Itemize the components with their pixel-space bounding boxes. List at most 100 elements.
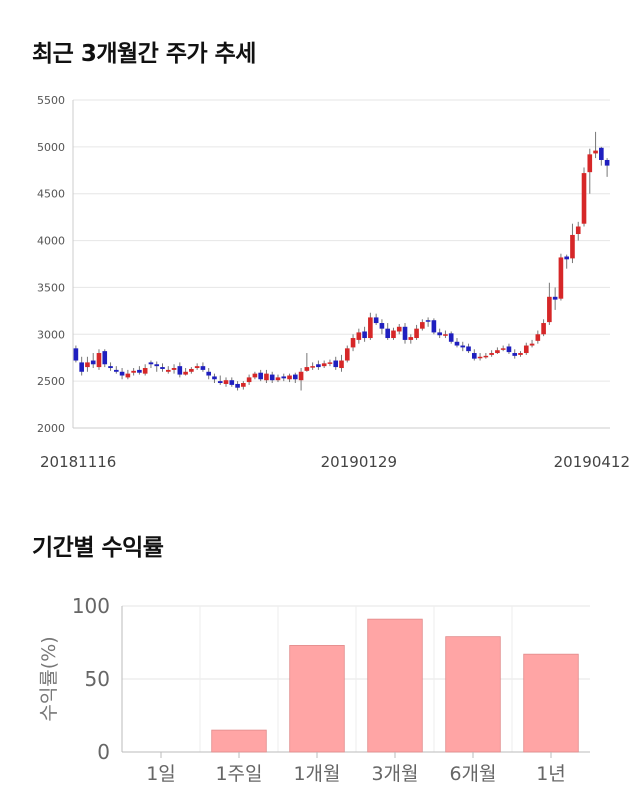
y-tick-label: 5500 (37, 94, 65, 107)
candle-body (333, 360, 339, 368)
return-bar (289, 645, 345, 753)
candle-body (148, 362, 154, 365)
candle-body (396, 326, 402, 332)
candle-body (177, 366, 183, 375)
candle-body (552, 296, 558, 300)
candle-body (304, 367, 310, 371)
candle-body (581, 173, 587, 224)
candle-body (564, 256, 570, 260)
candle-body (385, 328, 391, 339)
candle-body (523, 345, 529, 354)
candle-body (437, 332, 442, 336)
candle-body (593, 150, 598, 154)
candle-body (108, 366, 113, 369)
candle-body (356, 332, 362, 340)
candle-body (212, 376, 217, 380)
candle-body (321, 363, 327, 367)
candle-body (547, 296, 552, 323)
candle-body (379, 323, 385, 329)
candle-body (223, 380, 229, 384)
candle-body (269, 374, 275, 381)
candle-body (483, 355, 489, 358)
candle-body (506, 346, 512, 353)
candle-body (194, 366, 200, 369)
x-tick-label: 1개월 (293, 763, 340, 785)
candle-body (281, 376, 287, 379)
candle-body (414, 328, 419, 339)
candle-body (264, 373, 269, 381)
candle-body (275, 377, 281, 381)
candle-body (119, 371, 125, 376)
candle-body (495, 350, 500, 354)
candle-body (171, 368, 177, 370)
candle-body (287, 375, 292, 380)
candle-body (535, 334, 541, 341)
x-tick-label: 3개월 (371, 763, 418, 785)
x-tick-label: 1년 (536, 763, 566, 785)
candle-body (587, 154, 593, 173)
candle-body (235, 383, 240, 388)
candle-body (142, 368, 148, 374)
y-tick-label: 3500 (37, 281, 65, 294)
candle-body (368, 317, 373, 339)
candle-body (246, 377, 252, 383)
candle-body (402, 326, 408, 340)
candle-body (310, 366, 315, 368)
return-bar (445, 636, 501, 753)
candle-body (90, 360, 96, 365)
return-bar (367, 618, 423, 753)
candle-body (460, 345, 466, 348)
candle-body (604, 159, 610, 166)
candle-body (189, 368, 194, 372)
candle-body (431, 320, 437, 333)
candle-body (73, 348, 79, 361)
y-tick-label: 4000 (37, 235, 65, 248)
y-tick-label: 100 (72, 594, 110, 618)
candle-body (425, 320, 431, 322)
candle-body (217, 381, 223, 384)
y-tick-label: 2500 (37, 375, 65, 388)
candle-body (258, 372, 263, 380)
candle-body (420, 322, 425, 329)
candle-body (113, 369, 119, 372)
candle-body (350, 338, 356, 348)
candle-body (454, 341, 460, 346)
candle-body (575, 226, 581, 235)
candle-body (102, 351, 108, 365)
stock-candlestick-chart: 2000 2500 3000 3500 4000 4500 5000 5500 20181116… (37, 94, 630, 471)
candle-body (252, 373, 258, 378)
candle-body (316, 364, 321, 368)
candle-body (160, 367, 165, 369)
stock-trend-title: 최근 3개월간 주가 추세 (32, 41, 256, 67)
period-return-title: 기간별 수익률 (32, 535, 164, 561)
x-tick-label: 1주일 (215, 763, 262, 785)
y-axis-label: 수익률(%) (38, 636, 60, 721)
candle-body (448, 333, 454, 342)
candle-body (489, 353, 494, 355)
candle-body (518, 353, 523, 355)
candle-body (137, 369, 142, 373)
candle-body (443, 334, 448, 336)
candle-body (206, 371, 212, 376)
candle-body (85, 362, 90, 368)
candle-body (200, 366, 206, 370)
candle-body (541, 323, 546, 335)
candle-body (96, 353, 102, 368)
candle-body (339, 360, 344, 369)
candle-body (500, 348, 506, 350)
candle-body (512, 353, 518, 356)
x-tick-label: 20181116 (40, 453, 116, 471)
candle-body (408, 337, 414, 340)
x-tick-label: 20190129 (321, 453, 397, 471)
candle-body (241, 383, 246, 387)
candle-body (165, 369, 171, 372)
y-tick-label: 0 (97, 740, 110, 764)
candle-body (558, 257, 564, 299)
candle-body (373, 317, 379, 324)
x-tick-label: 1일 (146, 763, 176, 785)
y-tick-label: 3000 (37, 328, 65, 341)
return-bar (211, 729, 267, 753)
candle-body (466, 346, 471, 352)
candle-body (570, 234, 575, 259)
candle-body (344, 348, 350, 361)
